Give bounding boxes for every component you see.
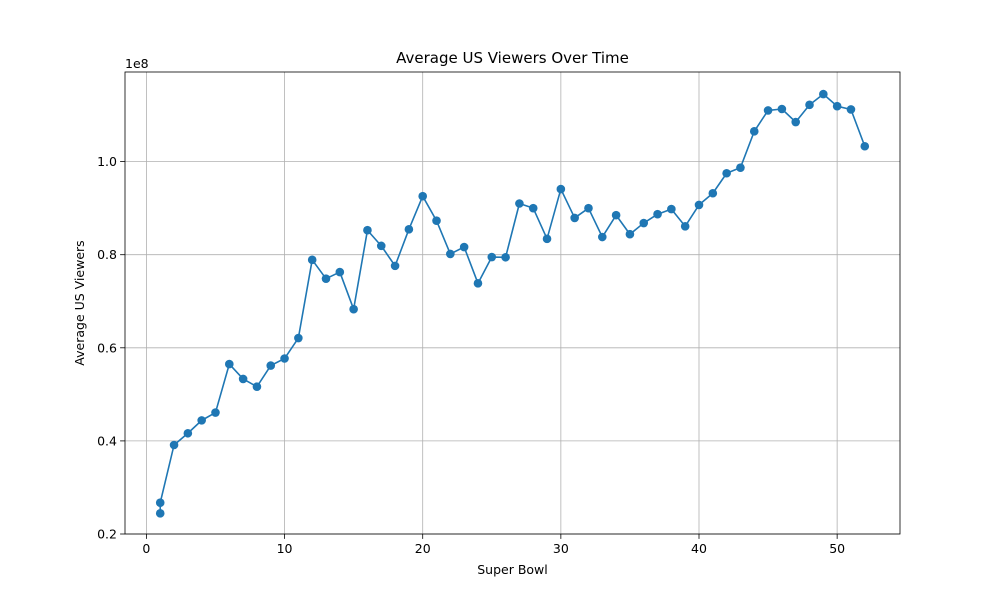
- y-tick-label: 0.6: [97, 340, 117, 355]
- data-point: [155, 509, 165, 518]
- data-point: [294, 333, 303, 343]
- data-point: [819, 89, 828, 99]
- data-point: [528, 203, 538, 213]
- y-tick-label: 0.8: [97, 247, 117, 262]
- x-axis-label: Super Bowl: [477, 562, 548, 577]
- data-point: [376, 241, 386, 251]
- x-tick-label: 20: [415, 541, 431, 556]
- data-point: [404, 225, 414, 234]
- data-point: [777, 104, 787, 114]
- y-tick-label: 0.4: [97, 433, 117, 448]
- data-point: [197, 416, 206, 425]
- data-point: [860, 141, 870, 151]
- data-point: [473, 279, 483, 288]
- plot-frame: [124, 71, 901, 535]
- data-point: [169, 440, 179, 450]
- x-tick-label: 50: [829, 541, 845, 556]
- data-point: [667, 204, 676, 214]
- data-point: [763, 106, 773, 115]
- data-point: [722, 168, 731, 178]
- data-point: [487, 252, 497, 262]
- data-point: [556, 184, 566, 194]
- data-point: [542, 234, 552, 244]
- chart-title: Average US Viewers Over Time: [396, 49, 629, 67]
- data-point: [280, 354, 289, 363]
- data-point: [846, 105, 856, 114]
- x-tick-label: 30: [553, 541, 569, 556]
- data-point: [307, 255, 317, 265]
- data-point: [321, 274, 331, 283]
- data-point: [225, 359, 234, 369]
- data-point: [736, 163, 745, 172]
- data-point: [252, 382, 262, 392]
- x-tick-label: 10: [277, 541, 293, 556]
- data-point: [183, 428, 193, 438]
- data-point: [653, 209, 662, 219]
- data-point: [211, 408, 220, 417]
- data-point: [446, 249, 455, 259]
- data-point: [625, 229, 635, 239]
- data-point: [335, 267, 345, 277]
- data-point: [597, 232, 607, 242]
- data-point: [832, 101, 842, 111]
- x-tick-label: 0: [142, 541, 150, 556]
- data-point: [611, 210, 621, 220]
- data-point: [501, 252, 510, 262]
- data-point: [155, 498, 165, 508]
- y-tick-label: 1.0: [97, 154, 117, 169]
- data-point: [680, 222, 690, 231]
- y-axis-label: Average US Viewers: [72, 240, 87, 365]
- data-point: [639, 218, 649, 228]
- x-tick-label: 40: [691, 541, 707, 556]
- y-tick-label: 0.2: [97, 527, 117, 542]
- data-point: [584, 203, 593, 213]
- y-axis-offset-label: 1e8: [125, 56, 149, 71]
- data-point: [805, 100, 814, 110]
- data-point: [708, 188, 718, 198]
- data-point: [459, 242, 469, 252]
- data-point: [238, 374, 248, 384]
- data-point: [749, 127, 759, 136]
- data-point: [432, 216, 441, 226]
- data-point: [266, 361, 276, 370]
- data-point: [694, 200, 704, 210]
- axis-ticks: 0 10 20 30 40 50 0.2 0.4 0.6 0.8 1.0: [97, 154, 845, 556]
- data-point: [363, 225, 372, 235]
- series-layer: [155, 89, 870, 518]
- data-point: [570, 213, 579, 223]
- data-point: [349, 304, 358, 314]
- data-point: [390, 261, 400, 271]
- data-point: [791, 117, 800, 127]
- data-point: [515, 199, 524, 208]
- data-point: [418, 191, 428, 201]
